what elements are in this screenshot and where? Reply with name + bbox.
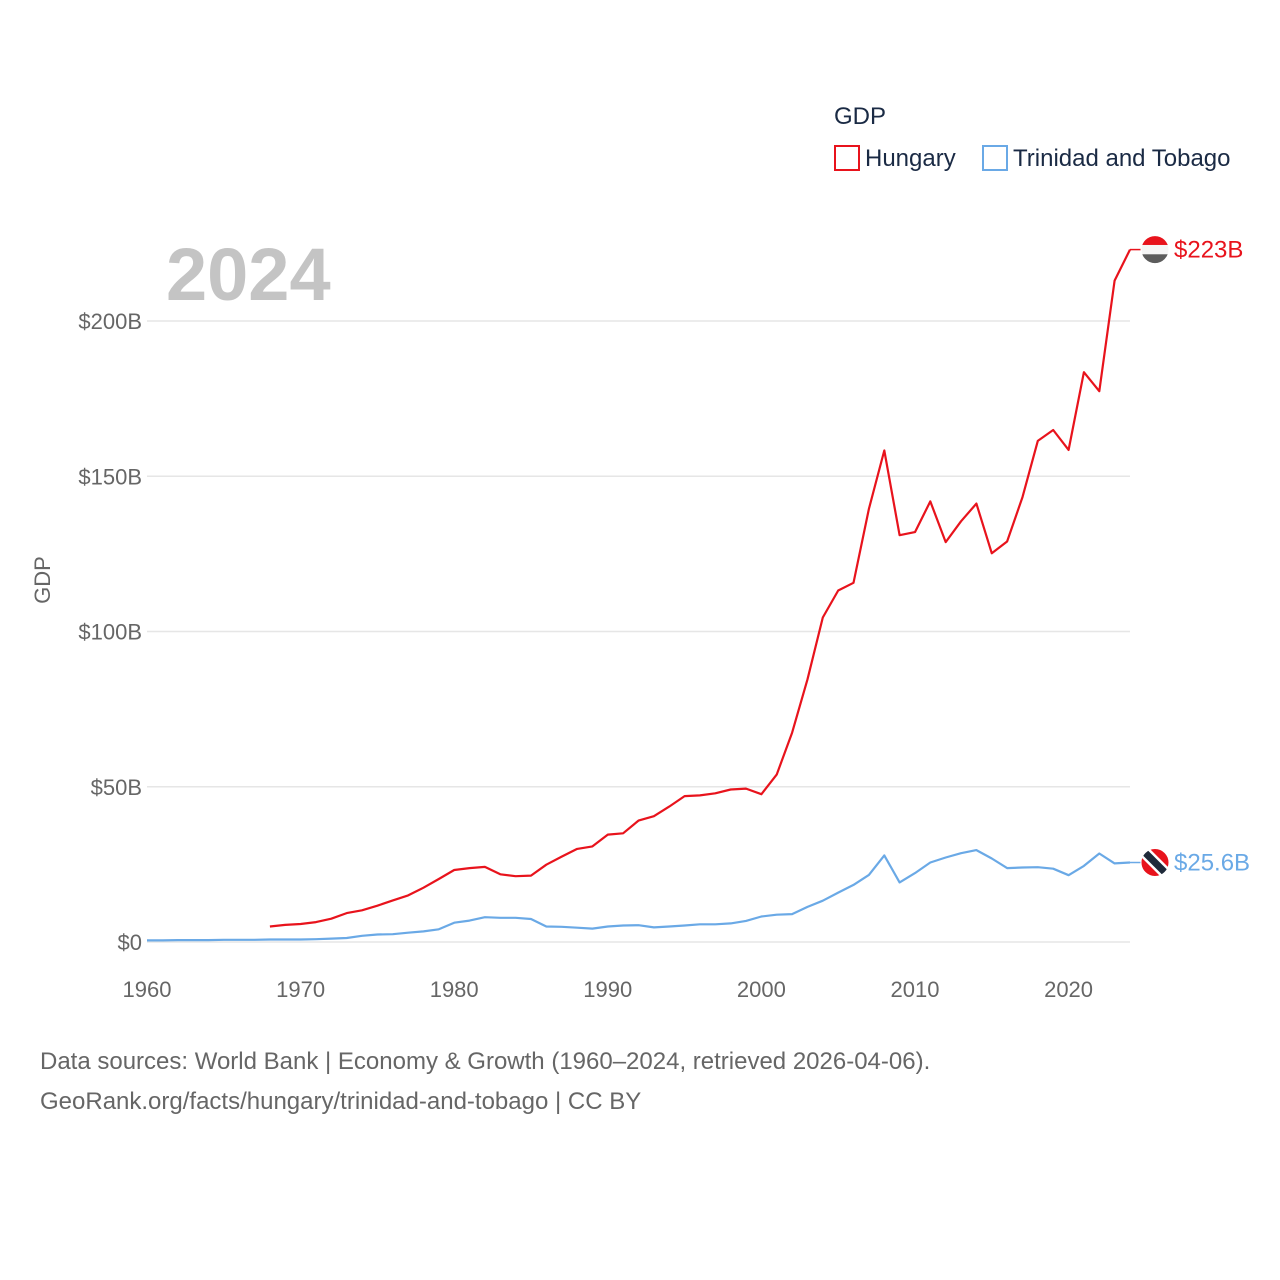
hungary-flag-icon <box>1140 235 1170 265</box>
legend-label-hungary: Hungary <box>865 145 956 172</box>
x-tick-label: 2000 <box>737 977 786 1002</box>
year-watermark: 2024 <box>166 233 331 316</box>
x-tick-label: 1980 <box>430 977 479 1002</box>
x-tick-label: 2020 <box>1044 977 1093 1002</box>
gdp-line-chart: GDP Hungary Trinidad and Tobago 2024 GDP… <box>30 103 1250 1002</box>
x-tick-label: 1990 <box>583 977 632 1002</box>
series-line-hungary[interactable] <box>269 249 1131 928</box>
y-tick-label: $0 <box>118 930 142 955</box>
x-tick-label: 1970 <box>276 977 325 1002</box>
source-line-2[interactable]: GeoRank.org/facts/hungary/trinidad-and-t… <box>40 1088 642 1115</box>
series-line-trinidad-and-tobago[interactable] <box>147 848 1131 942</box>
legend-label-trinidad-and-tobago: Trinidad and Tobago <box>1013 145 1231 172</box>
y-axis-label: GDP <box>30 556 55 604</box>
y-tick-label: $150B <box>78 464 142 489</box>
y-tick-label: $50B <box>91 775 142 800</box>
end-value-label-hungary: $223B <box>1174 237 1243 264</box>
y-tick-label: $200B <box>78 309 142 334</box>
trinidad-and-tobago-flag-icon <box>1140 848 1170 878</box>
y-tick-label: $100B <box>78 620 142 645</box>
legend-item-hungary[interactable]: Hungary <box>834 145 956 172</box>
data-source-note: Data sources: World Bank | Economy & Gro… <box>40 1042 930 1122</box>
legend-item-trinidad-and-tobago[interactable]: Trinidad and Tobago <box>982 145 1231 172</box>
x-tick-label: 1960 <box>123 977 172 1002</box>
legend-swatch-trinidad-and-tobago <box>982 145 1008 171</box>
end-value-label-trinidad-and-tobago: $25.6B <box>1174 850 1250 877</box>
legend-swatch-hungary <box>834 145 860 171</box>
legend-title: GDP <box>834 103 886 130</box>
source-line-1: Data sources: World Bank | Economy & Gro… <box>40 1048 931 1075</box>
x-tick-label: 2010 <box>890 977 939 1002</box>
